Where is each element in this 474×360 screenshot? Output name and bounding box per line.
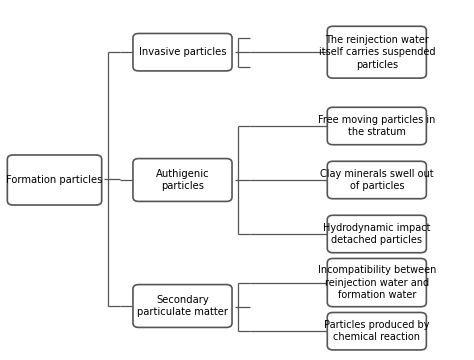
Text: Invasive particles: Invasive particles [139, 47, 226, 57]
FancyBboxPatch shape [327, 215, 427, 253]
FancyBboxPatch shape [133, 284, 232, 328]
Text: Formation particles: Formation particles [6, 175, 103, 185]
Text: Incompatibility between
reinjection water and
formation water: Incompatibility between reinjection wate… [318, 265, 436, 300]
Text: Secondary
particulate matter: Secondary particulate matter [137, 295, 228, 317]
Text: The reinjection water
itself carries suspended
particles: The reinjection water itself carries sus… [319, 35, 435, 69]
FancyBboxPatch shape [133, 158, 232, 201]
Text: Particles produced by
chemical reaction: Particles produced by chemical reaction [324, 320, 429, 342]
Text: Clay minerals swell out
of particles: Clay minerals swell out of particles [320, 169, 434, 191]
FancyBboxPatch shape [327, 312, 427, 350]
FancyBboxPatch shape [133, 33, 232, 71]
FancyBboxPatch shape [327, 26, 427, 78]
Text: Authigenic
particles: Authigenic particles [155, 169, 210, 191]
FancyBboxPatch shape [327, 161, 427, 199]
FancyBboxPatch shape [8, 155, 101, 205]
FancyBboxPatch shape [327, 107, 427, 145]
Text: Free moving particles in
the stratum: Free moving particles in the stratum [318, 115, 436, 137]
Text: Hydrodynamic impact
detached particles: Hydrodynamic impact detached particles [323, 223, 430, 245]
FancyBboxPatch shape [327, 258, 427, 307]
